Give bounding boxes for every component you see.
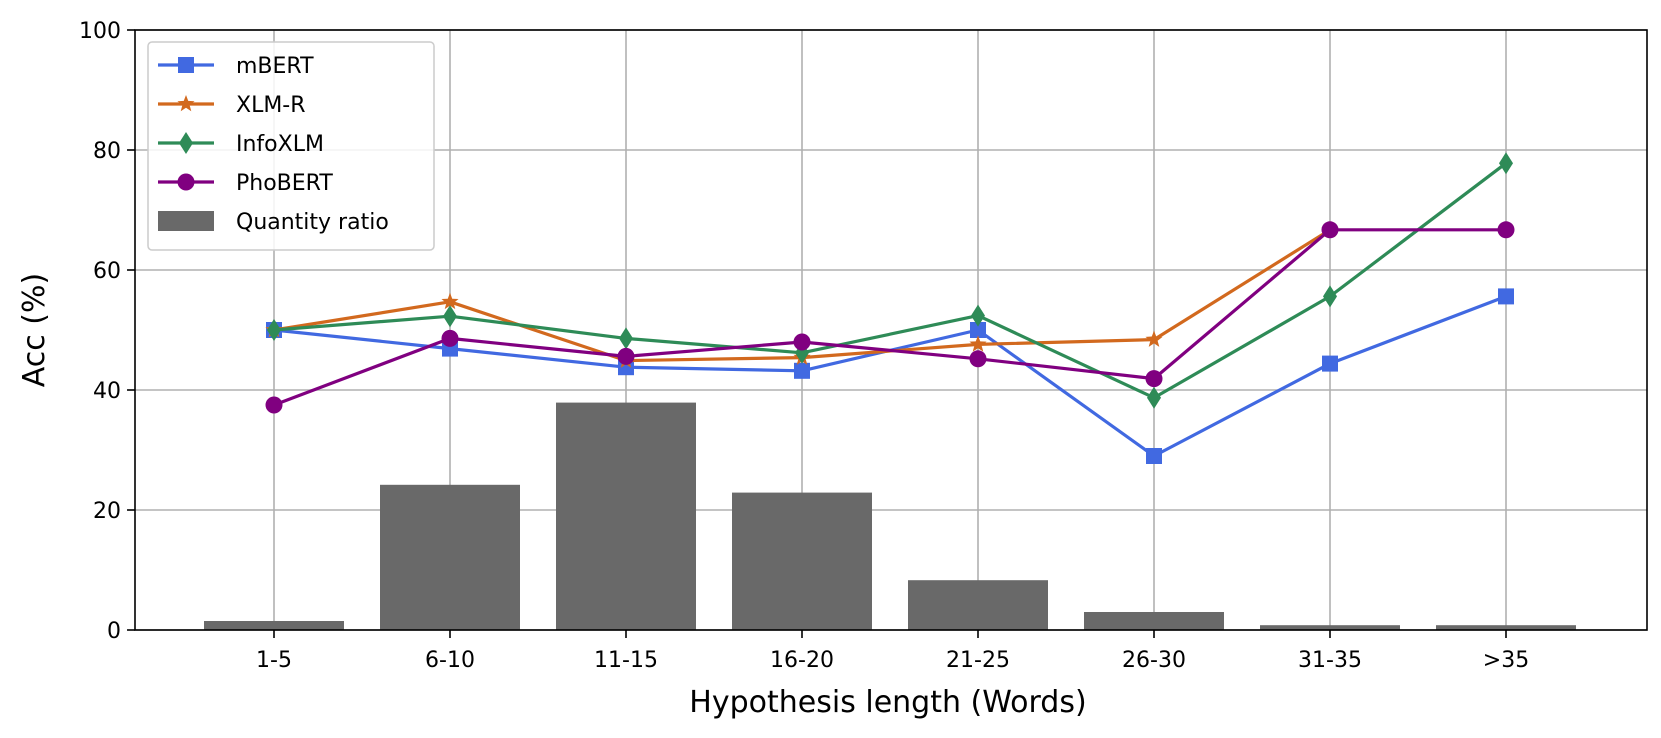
x-tick-label: 1-5	[256, 648, 292, 673]
legend-item: Quantity ratio	[158, 210, 389, 235]
x-tick-label: 21-25	[946, 648, 1010, 673]
series-point	[969, 350, 987, 368]
legend-box	[147, 41, 435, 251]
series-point	[970, 322, 986, 338]
series-point	[1145, 330, 1163, 347]
y-axis-label: Acc (%)	[17, 273, 52, 387]
series-point	[265, 396, 283, 414]
quantity-ratio-bar	[1084, 612, 1224, 630]
series-point	[619, 327, 633, 350]
series-point	[969, 335, 987, 352]
series-point	[794, 362, 810, 379]
series-point	[443, 305, 457, 328]
series-point	[1499, 152, 1513, 175]
y-tick-label: 100	[79, 19, 121, 44]
legend-item: PhoBERT	[158, 171, 333, 196]
quantity-ratio-bars	[204, 402, 1576, 630]
legend-marker	[177, 173, 195, 191]
series-lines	[265, 152, 1515, 464]
quantity-ratio-bar	[380, 484, 520, 630]
series-point	[1147, 386, 1161, 409]
series-point	[617, 347, 635, 365]
legend-marker	[178, 57, 194, 73]
quantity-ratio-bar	[1436, 625, 1576, 630]
axis-ticks: 1-5 6-10 11-15 16-20 21-25 26-30 31-35 >35 0 20 40…	[79, 19, 1529, 673]
series-point	[971, 304, 985, 327]
plot-frame	[134, 29, 1648, 631]
legend: mBERT XLM-R InfoXLM PhoBERT Quantity ratio	[147, 41, 435, 251]
quantity-ratio-bar	[908, 580, 1048, 630]
quantity-ratio-bar	[732, 492, 872, 630]
x-tick-label: 11-15	[594, 648, 658, 673]
series-line	[273, 294, 1507, 458]
quantity-ratio-bar	[1260, 625, 1400, 630]
series-point	[793, 333, 811, 351]
series-point	[441, 292, 459, 310]
y-tick-label: 20	[93, 499, 121, 524]
series-line	[273, 228, 1506, 407]
x-axis-label: Hypothesis length (Words)	[689, 685, 1086, 720]
legend-label: InfoXLM	[236, 132, 324, 157]
x-tick-label: 16-20	[770, 648, 834, 673]
legend-item: mBERT	[158, 54, 314, 79]
series-point	[1321, 221, 1339, 239]
series-point	[267, 319, 281, 341]
legend-label: Quantity ratio	[236, 210, 389, 235]
y-tick-label: 0	[107, 619, 121, 644]
legend-bar-swatch	[158, 211, 214, 231]
quantity-ratio-bar	[204, 621, 344, 630]
series-line	[273, 161, 1507, 400]
x-tick-label: 26-30	[1122, 648, 1186, 673]
y-tick-label: 80	[93, 139, 121, 164]
series-point	[1145, 370, 1163, 388]
series-point	[441, 329, 459, 347]
legend-label: PhoBERT	[236, 171, 333, 196]
x-tick-label: >35	[1483, 648, 1529, 673]
x-tick-label: 31-35	[1298, 648, 1362, 673]
legend-marker	[179, 132, 193, 154]
legend-marker	[177, 95, 195, 112]
legend-label: mBERT	[236, 54, 314, 79]
y-tick-label: 40	[93, 379, 121, 404]
x-tick-label: 6-10	[425, 648, 475, 673]
legend-label: XLM-R	[236, 93, 306, 118]
quantity-ratio-bar	[556, 402, 696, 630]
legend-item: InfoXLM	[158, 132, 324, 157]
series-point	[1322, 355, 1338, 372]
series-point	[1497, 221, 1515, 239]
series-point	[1323, 285, 1337, 308]
legend-item: XLM-R	[158, 93, 306, 118]
y-tick-label: 60	[93, 259, 121, 284]
series-point	[1146, 448, 1162, 464]
series-point	[1498, 288, 1514, 305]
series-phobert	[265, 221, 1515, 414]
